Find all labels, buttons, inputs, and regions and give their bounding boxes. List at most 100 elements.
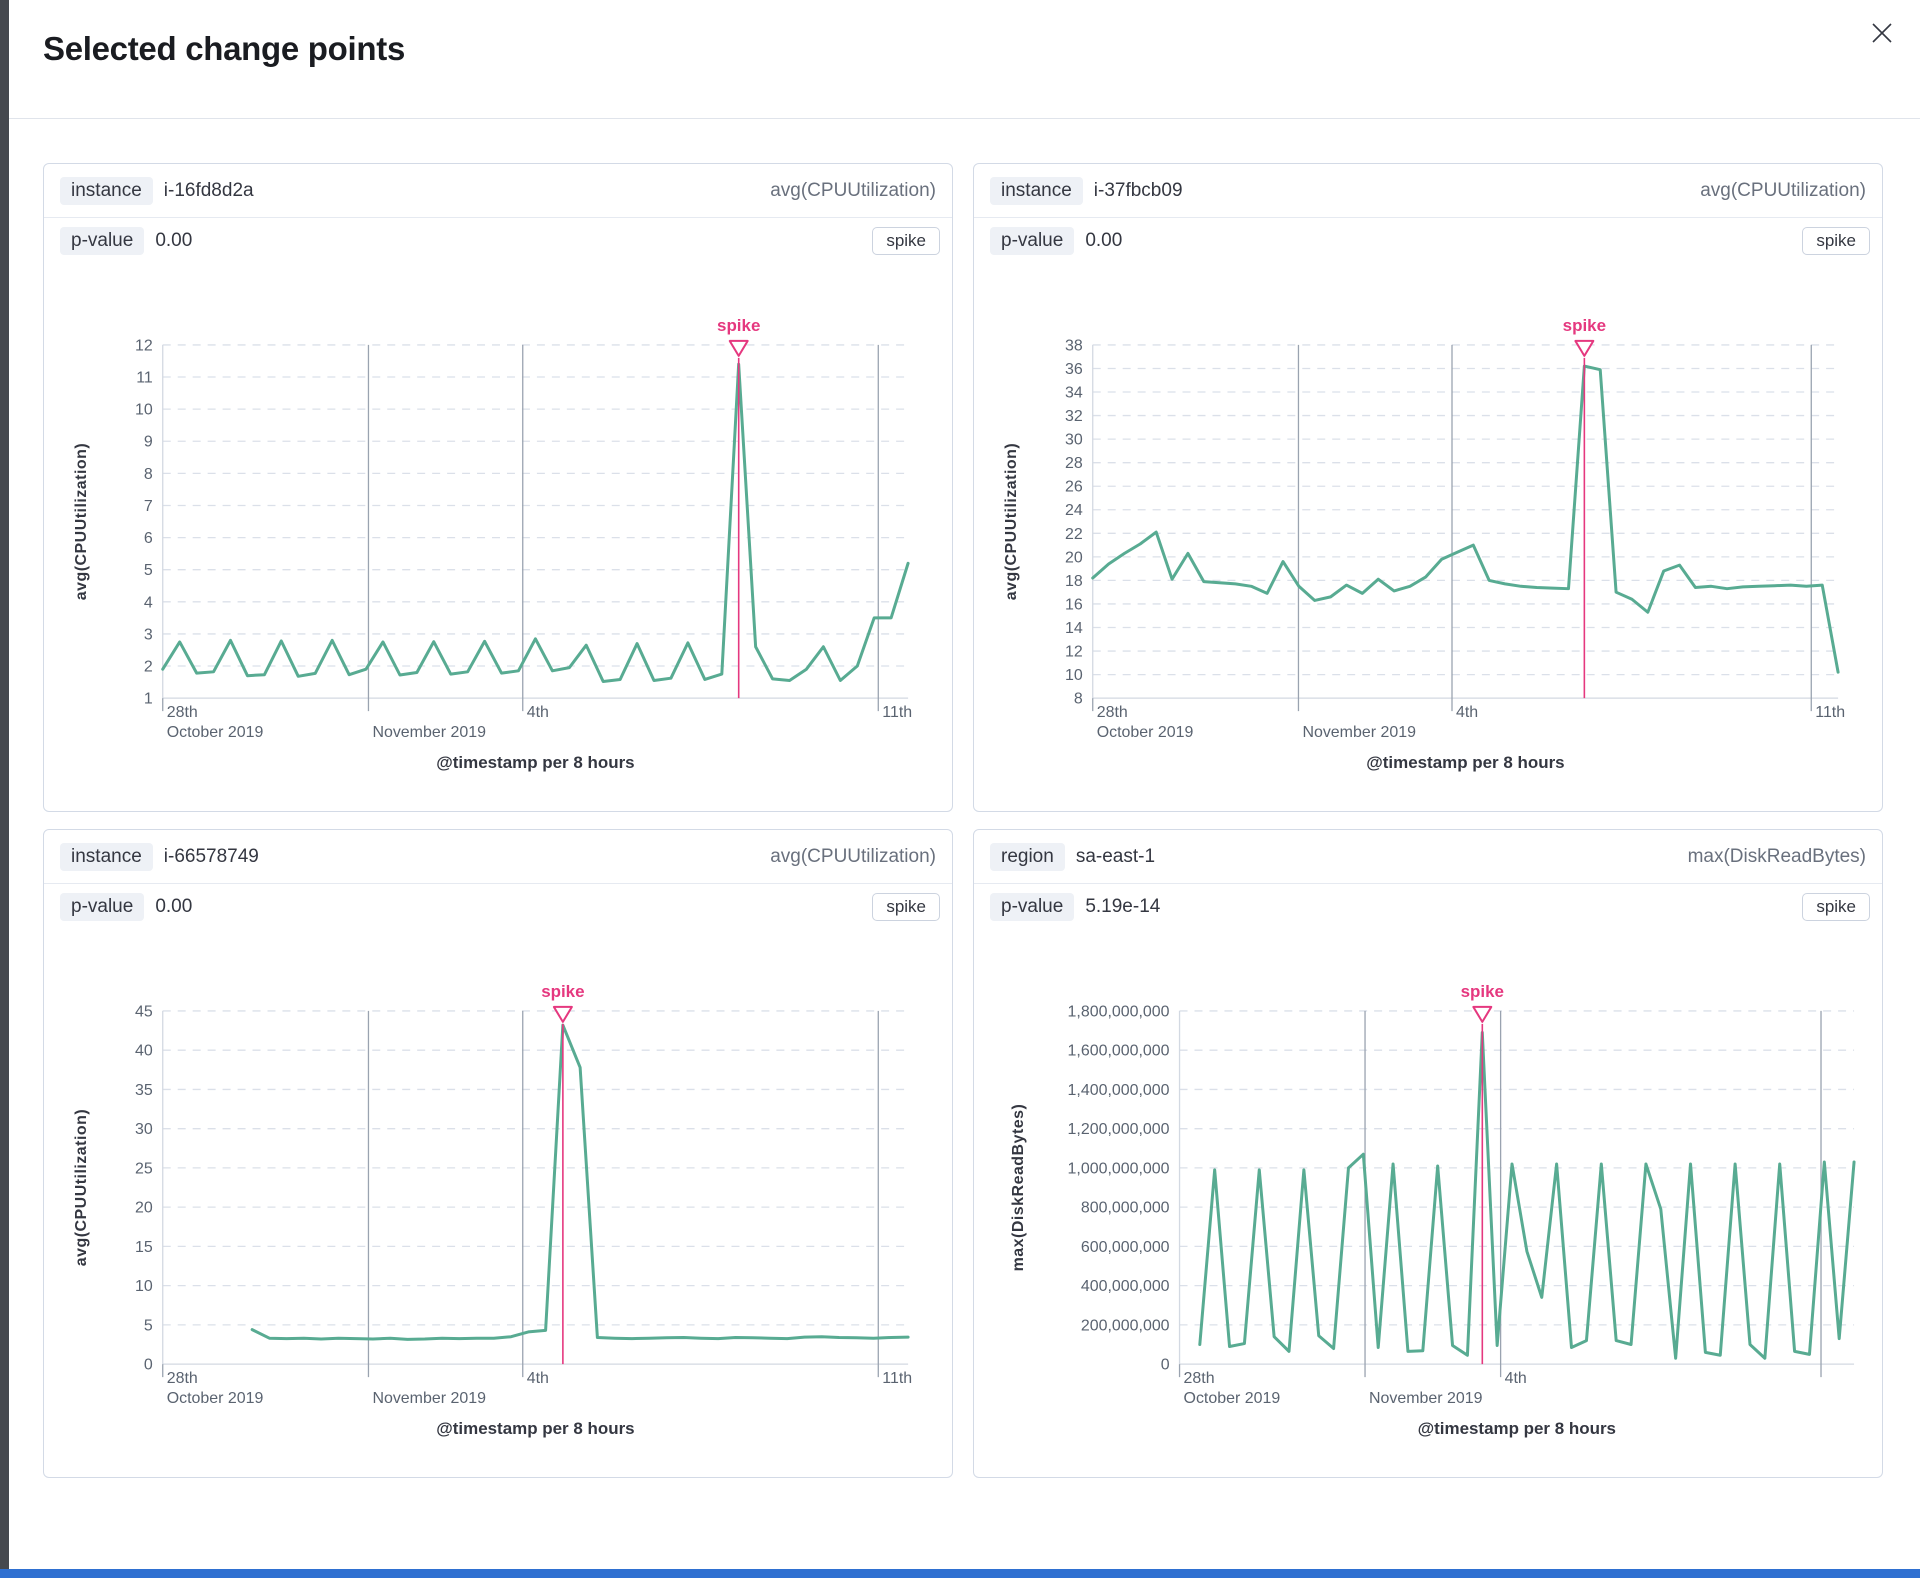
svg-text:November 2019: November 2019 — [1302, 724, 1416, 741]
close-icon — [1869, 23, 1895, 49]
svg-text:32: 32 — [1065, 408, 1083, 425]
panel-stats-row: p-value 5.19e-14 spike — [974, 884, 1882, 930]
svg-text:45: 45 — [135, 1003, 153, 1020]
svg-text:35: 35 — [135, 1082, 153, 1099]
svg-text:max(DiskReadBytes): max(DiskReadBytes) — [1010, 1104, 1027, 1272]
p-value: 0.00 — [155, 896, 193, 917]
metric-label: avg(CPUUtilization) — [770, 179, 936, 201]
svg-text:November 2019: November 2019 — [372, 1390, 486, 1407]
svg-text:12: 12 — [1065, 644, 1083, 661]
svg-text:4th: 4th — [527, 704, 549, 721]
svg-text:28th: 28th — [1184, 1370, 1215, 1387]
svg-text:8: 8 — [1074, 691, 1083, 708]
svg-text:October 2019: October 2019 — [167, 1390, 264, 1407]
svg-text:spike: spike — [541, 982, 584, 1001]
field-name-badge: instance — [60, 842, 153, 871]
svg-text:November 2019: November 2019 — [372, 724, 486, 741]
field-value: i-37fbcb09 — [1093, 179, 1183, 201]
panel-stats-row: p-value 0.00 spike — [44, 218, 952, 264]
page-background-left-edge — [0, 0, 9, 1578]
field-value: i-16fd8d2a — [163, 179, 254, 201]
svg-text:5: 5 — [144, 1317, 153, 1334]
change-type-button[interactable]: spike — [872, 227, 940, 255]
svg-text:30: 30 — [135, 1121, 153, 1138]
p-value: 0.00 — [155, 230, 193, 251]
p-value-badge: p-value — [60, 893, 145, 921]
svg-text:6: 6 — [144, 530, 153, 547]
svg-text:10: 10 — [135, 1278, 153, 1295]
svg-text:800,000,000: 800,000,000 — [1081, 1200, 1170, 1217]
svg-text:October 2019: October 2019 — [167, 724, 264, 741]
svg-text:600,000,000: 600,000,000 — [1081, 1239, 1170, 1256]
svg-text:November 2019: November 2019 — [1369, 1390, 1483, 1407]
svg-text:10: 10 — [135, 402, 153, 419]
svg-text:spike: spike — [1461, 982, 1504, 1001]
svg-text:26: 26 — [1065, 479, 1083, 496]
svg-text:1: 1 — [144, 691, 153, 708]
svg-text:2: 2 — [144, 659, 153, 676]
svg-text:9: 9 — [144, 434, 153, 451]
svg-text:4th: 4th — [1505, 1370, 1527, 1387]
metric-label: max(DiskReadBytes) — [1687, 845, 1866, 867]
svg-text:18: 18 — [1065, 573, 1083, 590]
panel-header-row: instance i-66578749 avg(CPUUtilization) — [44, 830, 952, 884]
svg-text:October 2019: October 2019 — [1184, 1390, 1281, 1407]
change-point-panel: instance i-37fbcb09 avg(CPUUtilization) … — [973, 163, 1883, 812]
svg-text:@timestamp per 8 hours: @timestamp per 8 hours — [436, 1419, 634, 1438]
svg-text:1,400,000,000: 1,400,000,000 — [1068, 1082, 1170, 1099]
svg-text:40: 40 — [135, 1043, 153, 1060]
svg-text:avg(CPUUtilization): avg(CPUUtilization) — [73, 443, 90, 601]
svg-text:@timestamp per 8 hours: @timestamp per 8 hours — [1418, 1419, 1616, 1438]
svg-text:24: 24 — [1065, 502, 1083, 519]
svg-text:11th: 11th — [882, 704, 912, 721]
field-name-badge: instance — [990, 176, 1083, 205]
change-type-button[interactable]: spike — [1802, 893, 1870, 921]
svg-text:28th: 28th — [1097, 704, 1128, 721]
panel-header-row: instance i-37fbcb09 avg(CPUUtilization) — [974, 164, 1882, 218]
metric-label: avg(CPUUtilization) — [770, 845, 936, 867]
field-name-badge: region — [990, 842, 1065, 871]
field-value: i-66578749 — [163, 845, 259, 867]
svg-text:spike: spike — [717, 316, 760, 335]
field-name-badge: instance — [60, 176, 153, 205]
change-type-button[interactable]: spike — [1802, 227, 1870, 255]
change-type-button[interactable]: spike — [872, 893, 940, 921]
svg-text:0: 0 — [1161, 1357, 1170, 1374]
svg-text:11: 11 — [136, 370, 153, 387]
svg-text:10: 10 — [1065, 667, 1083, 684]
change-point-panel: instance i-16fd8d2a avg(CPUUtilization) … — [43, 163, 953, 812]
svg-text:October 2019: October 2019 — [1097, 724, 1194, 741]
panel-stats-row: p-value 0.00 spike — [44, 884, 952, 930]
svg-text:spike: spike — [1563, 316, 1606, 335]
svg-text:@timestamp per 8 hours: @timestamp per 8 hours — [1366, 753, 1564, 772]
svg-text:200,000,000: 200,000,000 — [1081, 1317, 1170, 1334]
svg-text:1,000,000,000: 1,000,000,000 — [1068, 1160, 1170, 1177]
change-point-chart[interactable]: 0 5 10 15 20 25 30 35 40 45 28th October 2019 Novemb… — [44, 930, 952, 1478]
modal-title: Selected change points — [43, 30, 405, 67]
svg-text:8: 8 — [144, 466, 153, 483]
p-value: 0.00 — [1085, 230, 1123, 251]
svg-text:11th: 11th — [882, 1370, 912, 1387]
svg-text:4: 4 — [144, 594, 153, 611]
svg-text:14: 14 — [1065, 620, 1083, 637]
change-point-chart[interactable]: 0 200,000,000 400,000,000 600,000,000 800,00… — [974, 930, 1882, 1478]
p-value-badge: p-value — [60, 227, 145, 255]
svg-text:@timestamp per 8 hours: @timestamp per 8 hours — [436, 753, 634, 772]
svg-text:4th: 4th — [527, 1370, 549, 1387]
change-point-panel: region sa-east-1 max(DiskReadBytes) p-va… — [973, 829, 1883, 1478]
svg-text:4th: 4th — [1456, 704, 1478, 721]
svg-text:12: 12 — [135, 337, 153, 354]
svg-text:3: 3 — [144, 626, 153, 643]
svg-text:avg(CPUUtilization): avg(CPUUtilization) — [73, 1109, 90, 1267]
change-point-chart[interactable]: 8 10 12 14 16 18 20 22 24 26 28 30 32 34 36 38 28th Octob… — [974, 264, 1882, 812]
svg-text:1,200,000,000: 1,200,000,000 — [1068, 1121, 1170, 1138]
close-button[interactable] — [1864, 16, 1900, 52]
svg-text:16: 16 — [1065, 596, 1083, 613]
svg-text:28: 28 — [1065, 455, 1083, 472]
svg-text:30: 30 — [1065, 432, 1083, 449]
panel-header-row: instance i-16fd8d2a avg(CPUUtilization) — [44, 164, 952, 218]
svg-text:11th: 11th — [1815, 704, 1845, 721]
svg-text:22: 22 — [1065, 526, 1083, 543]
svg-text:38: 38 — [1065, 337, 1083, 354]
